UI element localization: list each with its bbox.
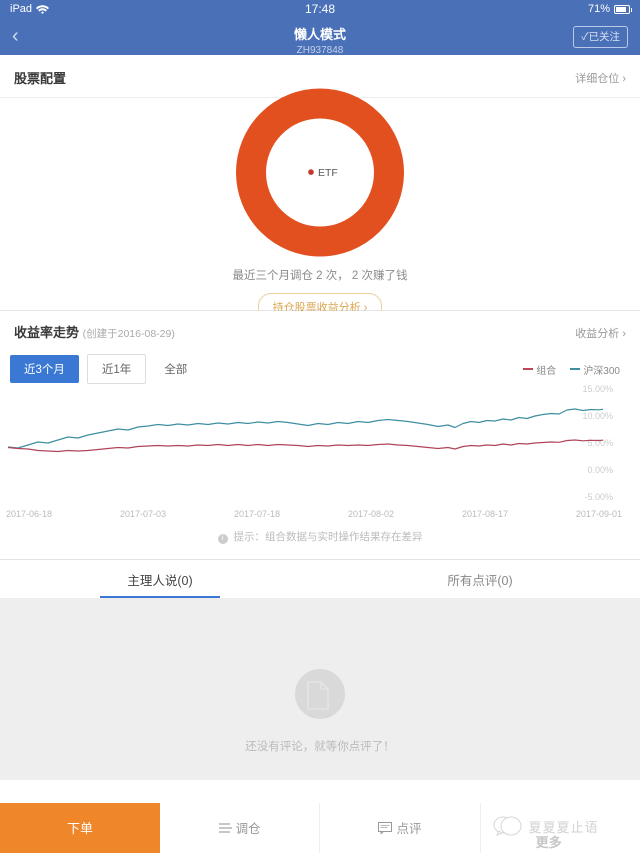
svg-text:还没有评论，就等你点评了！: 还没有评论，就等你点评了！ [245, 739, 395, 753]
svg-text:5.00%: 5.00% [587, 438, 613, 448]
svg-text:10.00%: 10.00% [582, 411, 613, 421]
svg-text:15.00%: 15.00% [582, 384, 613, 394]
svg-text:ETF: ETF [318, 167, 338, 179]
svg-text:-5.00%: -5.00% [584, 492, 613, 502]
svg-text:0.00%: 0.00% [587, 465, 613, 475]
